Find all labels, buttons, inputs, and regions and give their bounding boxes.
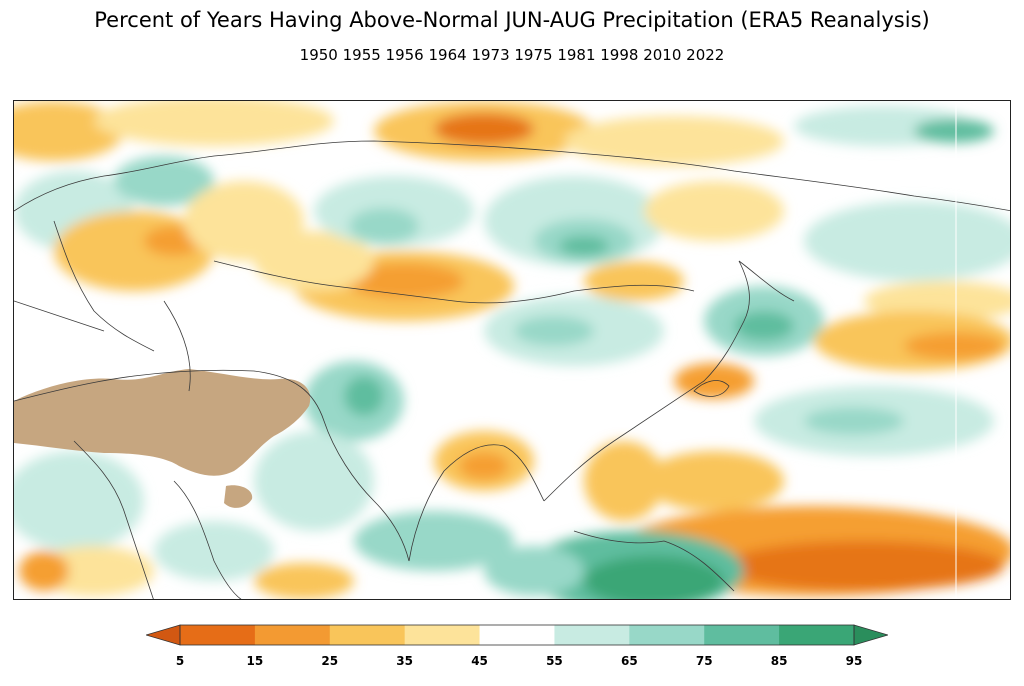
colorbar-segment — [479, 625, 555, 645]
colorbar-segment — [629, 625, 705, 645]
colorbar-segment — [329, 625, 406, 645]
colorbar-under-arrow — [146, 624, 181, 646]
colorbar-segment — [554, 625, 630, 645]
colorbar-tick-label: 95 — [845, 654, 863, 668]
colorbar-tick-label: 25 — [321, 654, 339, 668]
colorbar-tick-label: 35 — [396, 654, 414, 668]
colorbar-segment — [180, 625, 256, 645]
colorbar-tick-label: 75 — [695, 654, 713, 668]
colorbar-tick-label: 45 — [471, 654, 488, 668]
colorbar-tick-label: 15 — [246, 654, 264, 668]
precipitation-map — [13, 100, 1011, 600]
colorbar-tick-label: 5 — [175, 654, 185, 668]
colorbar-tick-labels: 5 15 25 35 45 55 65 75 85 95 — [0, 654, 1024, 672]
colorbar-segment — [779, 625, 855, 645]
colorbar-tick-label: 65 — [620, 654, 638, 668]
colorbar-segment — [704, 625, 780, 645]
dry-region-mask — [14, 369, 311, 508]
colorbar-tick-label: 55 — [546, 654, 563, 668]
colorbar-over-arrow — [853, 624, 888, 646]
colorbar-tick-label: 85 — [770, 654, 788, 668]
map-canvas — [14, 101, 1010, 599]
colorbar — [146, 624, 888, 646]
coastlines — [14, 140, 1010, 599]
colorbar-segment — [404, 625, 481, 645]
map-title: Percent of Years Having Above-Normal JUN… — [94, 8, 930, 32]
precipitation-field — [14, 101, 1010, 599]
colorbar-segment — [254, 625, 331, 645]
map-subtitle-years: 1950 1955 1956 1964 1973 1975 1981 1998 … — [299, 46, 725, 64]
